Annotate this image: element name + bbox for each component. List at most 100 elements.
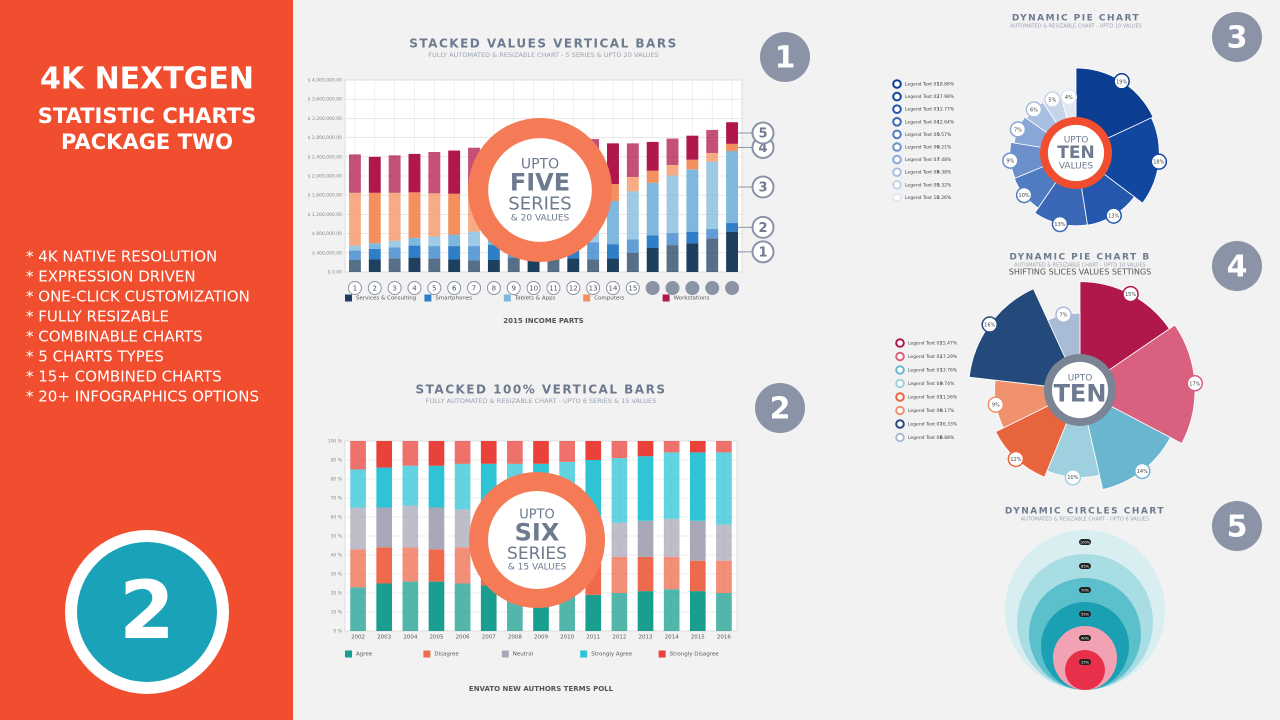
bar-segment (726, 223, 739, 232)
bar-segment (402, 441, 419, 466)
bar-segment (428, 549, 445, 582)
bar-segment (726, 122, 739, 144)
bar-segment (454, 509, 471, 548)
chart-title: DYNAMIC CIRCLES CHART (1005, 507, 1165, 517)
legend-value: 9.57% (937, 132, 952, 138)
bar-segment (585, 441, 602, 460)
x-tick-label: 9 (511, 285, 515, 293)
category-marker (447, 281, 462, 295)
feature: * FULLY RESIZABLE (26, 308, 169, 326)
x-tick-label: 2004 (403, 635, 417, 641)
bar-segment (348, 260, 361, 272)
bar-segment (507, 257, 520, 272)
bar-segment (348, 192, 361, 246)
value-label: 25% (1081, 660, 1089, 664)
bar-segment (637, 520, 654, 557)
bar-segment (686, 135, 699, 160)
promo-badge-number: 2 (119, 564, 175, 657)
value-pill (1079, 587, 1091, 593)
legend-value: 6.88% (940, 435, 955, 441)
chart-note: SHIFTING SLICES VALUES SETTINGS (1009, 268, 1151, 277)
chart-caption: 2015 INCOME PARTS (503, 317, 583, 325)
legend-marker (892, 104, 902, 114)
category-marker (625, 281, 640, 295)
value-label: 85% (1081, 564, 1089, 568)
y-tick-label: 0 % (333, 629, 342, 635)
bar-segment (454, 583, 471, 631)
legend-marker (895, 351, 905, 362)
bar-segment (376, 467, 393, 508)
legend-label: Legend Text 03 (908, 368, 942, 374)
bar-segment (348, 245, 361, 251)
value-pill (1002, 152, 1019, 169)
category-marker (526, 281, 541, 295)
category-marker (387, 281, 402, 295)
value-pill (981, 316, 998, 333)
x-tick-label: 13 (589, 285, 598, 293)
value-label: 14% (1137, 469, 1148, 475)
bar-segment (468, 246, 480, 261)
category-marker (347, 281, 362, 295)
bar-segment (607, 143, 619, 185)
value-label: 13% (1054, 222, 1065, 228)
legend-label: Legend Text 01 (905, 82, 939, 88)
category-marker (486, 281, 501, 295)
badge-text: TEN (1054, 380, 1107, 408)
number-badge-text: 2 (770, 392, 791, 427)
value-pill (1044, 91, 1061, 108)
x-tick-label: 2013 (639, 635, 653, 641)
bar-segment (350, 441, 366, 470)
legend-value: 13.76% (940, 368, 958, 374)
bar-segment (350, 549, 366, 588)
bar-segment (611, 441, 628, 459)
legend-value: 9.17% (940, 408, 955, 414)
bar-segment (666, 164, 679, 176)
number-badge-text: 5 (1227, 510, 1248, 545)
x-tick-label: 2005 (429, 635, 443, 641)
bar-segment (448, 150, 461, 194)
legend-label: Legend Text 08 (908, 435, 942, 441)
x-tick-label: 1 (353, 285, 357, 293)
legend-value: 9.74% (940, 381, 955, 387)
category-marker (705, 281, 720, 295)
value-pill (1015, 186, 1033, 204)
y-tick-label: $ 0.00 (328, 270, 342, 276)
bar-segment (686, 243, 699, 272)
bar-segment (646, 141, 659, 171)
value-pill (1051, 215, 1069, 233)
category-marker (427, 281, 442, 295)
legend-marker (892, 79, 902, 89)
legend-swatch (424, 294, 432, 302)
bar-segment (706, 129, 719, 153)
legend-label: Legend Text 07 (905, 157, 939, 163)
badge-text: SERIES (508, 194, 571, 215)
chart-subtitle: FULLY AUTOMATED & RESIZABLE CHART - UPTO… (426, 397, 656, 405)
value-pill (1079, 563, 1091, 569)
bar-segment (402, 547, 419, 582)
bar-segment (350, 507, 366, 550)
value-label: 12% (1010, 457, 1021, 463)
bar-segment (663, 518, 680, 557)
bar-segment (607, 244, 619, 259)
category-marker (467, 281, 482, 295)
feature: * 4K NATIVE RESOLUTION (26, 248, 217, 266)
legend-marker (892, 117, 902, 127)
bar-segment (637, 591, 654, 631)
bar-segment (547, 257, 560, 272)
bar-segment (706, 152, 719, 162)
legend-marker (895, 378, 905, 389)
series-marker-text: 1 (758, 245, 767, 260)
value-pill (1105, 207, 1122, 224)
value-pill (1007, 450, 1025, 468)
center-inner (1047, 124, 1105, 182)
bar-segment (726, 143, 739, 152)
bar-segment (348, 154, 361, 193)
legend-label: Legend Text 04 (905, 119, 939, 125)
bar-segment (646, 248, 659, 272)
bar-segment (689, 452, 706, 521)
value-label: 7% (1014, 127, 1022, 133)
bar-segment (726, 151, 739, 224)
y-tick-label: 80 % (331, 477, 343, 483)
series-marker (751, 121, 775, 145)
